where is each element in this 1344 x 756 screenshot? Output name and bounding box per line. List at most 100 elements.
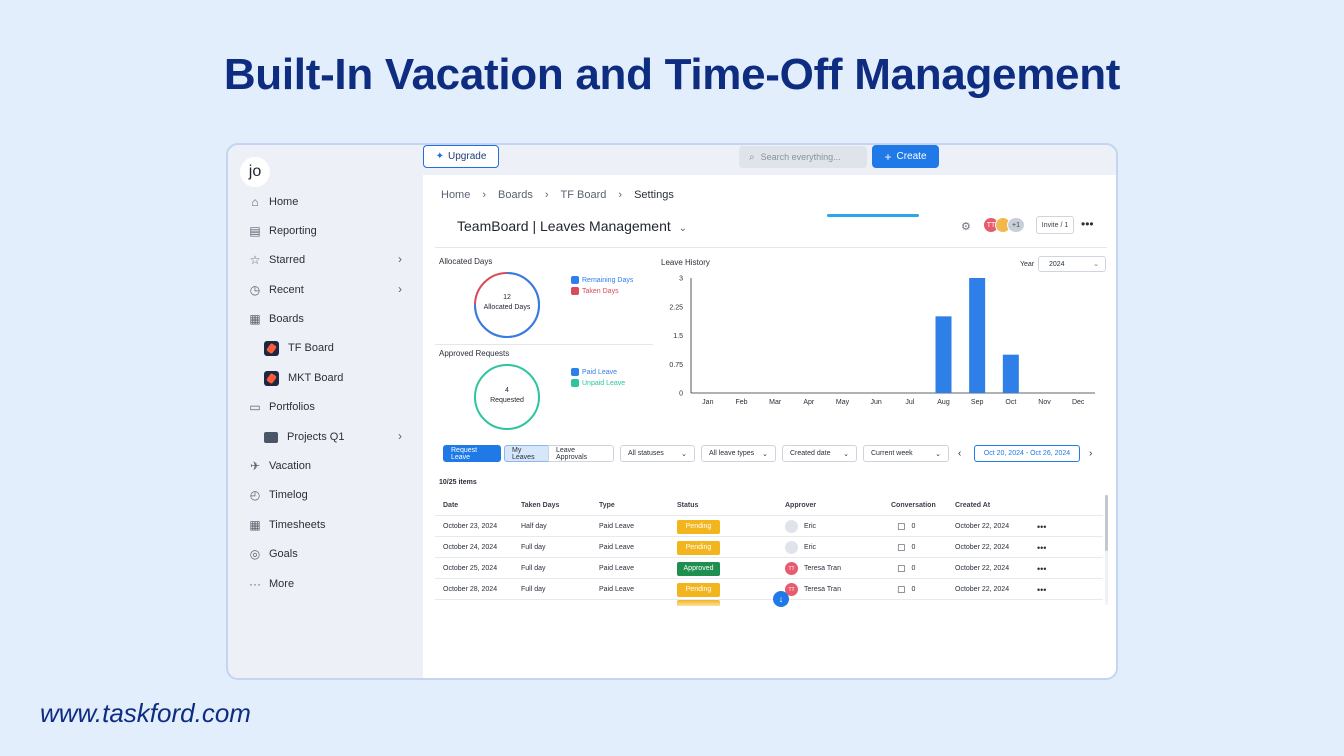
workspace-logo[interactable]: jo [240, 157, 270, 187]
status-badge[interactable]: Pending [677, 519, 720, 534]
status-cell: Pending [677, 579, 720, 600]
column-header[interactable]: Taken Days [521, 502, 560, 509]
sidebar-item-projects-q1[interactable]: Projects Q1 [264, 427, 344, 447]
approver-name: Eric [804, 544, 817, 551]
create-button[interactable]: + Create [872, 145, 939, 168]
footer-url[interactable]: www.taskford.com [40, 698, 251, 728]
chevron-down-icon: ⌄ [678, 223, 688, 234]
column-header[interactable]: Approver [785, 502, 817, 509]
rocket-icon [264, 370, 279, 386]
bar-aug[interactable] [935, 316, 952, 393]
date-cell: October 24, 2024 [443, 544, 498, 551]
conversation-cell[interactable]: ▢ 0 [897, 537, 915, 558]
legend-label: Remaining Days [582, 276, 634, 284]
breadcrumb-boards[interactable]: Boards [498, 189, 533, 201]
table-row[interactable]: October 25, 2024 Full day Paid Leave Approv… [435, 558, 1103, 579]
breadcrumb-home[interactable]: Home [441, 189, 471, 201]
star-icon: ☆ [249, 253, 261, 267]
column-header[interactable]: Created At [955, 502, 991, 509]
sidebar-item-boards[interactable]: ▦ Boards [248, 309, 304, 329]
conversation-count: 0 [911, 565, 916, 572]
chevron-right-icon: › [482, 189, 487, 201]
chevron-right-icon[interactable]: › [398, 282, 402, 296]
row-menu-icon[interactable]: ••• [1037, 521, 1047, 532]
column-header[interactable]: Status [677, 502, 699, 509]
chevron-right-icon: › [544, 189, 549, 201]
tab-leave-approvals[interactable]: Leave Approvals [548, 445, 614, 462]
comment-icon: ▢ [897, 521, 906, 531]
table-row[interactable]: October 24, 2024 Full day Paid Leave Pendin… [435, 537, 1103, 558]
sidebar-item-portfolios[interactable]: ▭ Portfolios [248, 397, 315, 417]
sidebar-item-tf-board[interactable]: TF Board [264, 338, 334, 358]
allocated-days-label: Allocated Days [483, 304, 531, 311]
top-bar: ✦ Upgrade ⌕ Search everything... + Creat… [423, 145, 1116, 175]
type-cell: Paid Leave [599, 544, 635, 551]
scrollbar-thumb[interactable] [1105, 495, 1108, 551]
breadcrumb-board[interactable]: TF Board [560, 189, 607, 201]
sidebar-item-starred[interactable]: ☆ Starred [248, 250, 305, 270]
chevron-right-icon[interactable]: › [398, 429, 402, 443]
sidebar-item-timesheets[interactable]: ▦ Timesheets [248, 515, 325, 535]
home-icon: ⌂ [251, 195, 259, 209]
column-header[interactable]: Type [599, 502, 615, 509]
status-badge[interactable]: Pending [677, 540, 720, 555]
avatar [785, 520, 798, 533]
sidebar-item-reporting[interactable]: ▤ Reporting [248, 221, 316, 241]
tab-my-leaves[interactable]: My Leaves [504, 445, 549, 462]
scroll-down-button[interactable]: ↓ [773, 591, 789, 607]
created-date-filter[interactable]: Created date ⌄ [782, 445, 857, 462]
y-tick-label: 1.5 [673, 333, 683, 340]
column-header[interactable]: Date [443, 502, 459, 509]
approver-cell: Eric [785, 537, 816, 558]
sidebar-item-timelog[interactable]: ◴ Timelog [248, 485, 308, 505]
period-filter[interactable]: Current week ⌄ [863, 445, 949, 462]
approved-requests-center: 4 Requested [473, 386, 541, 406]
member-avatars[interactable]: TT +1 [983, 217, 1025, 233]
bar-sep[interactable] [969, 278, 986, 393]
conversation-cell[interactable]: ▢ 0 [897, 558, 915, 579]
conversation-cell[interactable]: ▢ 0 [897, 516, 915, 537]
search-input[interactable]: ⌕ Search everything... [739, 146, 867, 168]
upgrade-button[interactable]: ✦ Upgrade [423, 145, 499, 168]
table-row[interactable]: October 28, 2024 Full day Paid Leave Pendin… [435, 579, 1103, 600]
conversation-cell[interactable]: ▢ 0 [897, 579, 915, 600]
approved-legend: Paid Leave Unpaid Leave [571, 368, 625, 387]
sidebar-item-mkt-board[interactable]: MKT Board [264, 368, 343, 388]
column-header[interactable]: Conversation [891, 502, 936, 509]
date-range-picker[interactable]: Oct 20, 2024 - Oct 26, 2024 [974, 445, 1080, 462]
request-leave-button[interactable]: Request Leave [443, 445, 501, 462]
more-options-icon[interactable]: ••• [1081, 217, 1094, 231]
sparkle-icon: ✦ [435, 151, 445, 162]
leave-type-filter[interactable]: All leave types ⌄ [701, 445, 776, 462]
prev-week-icon[interactable]: ‹ [958, 448, 962, 459]
status-badge[interactable]: Pending [677, 582, 720, 597]
comment-icon: ▢ [897, 563, 906, 573]
created-date-filter-label: Created date [790, 450, 831, 457]
row-menu-icon[interactable]: ••• [1037, 542, 1047, 553]
bar-oct[interactable] [1002, 354, 1019, 393]
sidebar-item-recent[interactable]: ◷ Recent [248, 280, 304, 300]
allocated-days-title: Allocated Days [439, 257, 493, 266]
row-menu-icon[interactable]: ••• [1037, 563, 1047, 574]
main-content: Home › Boards › TF Board › Settings Team… [423, 175, 1116, 678]
status-filter[interactable]: All statuses ⌄ [620, 445, 695, 462]
sidebar-item-goals[interactable]: ◎ Goals [248, 544, 298, 564]
x-tick-label: Jan [702, 399, 713, 406]
table-row[interactable]: October 23, 2024 Half day Paid Leave Pendin… [435, 516, 1103, 537]
board-title[interactable]: TeamBoard | Leaves Management ⌄ [457, 218, 687, 234]
sidebar-item-more[interactable]: ··· More [248, 574, 294, 594]
sidebar-item-home[interactable]: ⌂ Home [248, 192, 298, 212]
next-week-icon[interactable]: › [1089, 448, 1093, 459]
sidebar-item-vacation[interactable]: ✈ Vacation [248, 456, 311, 476]
conversation-count: 0 [911, 544, 916, 551]
created-at-cell: October 22, 2024 [955, 565, 1010, 572]
chart-title: Leave History [661, 258, 710, 267]
year-select[interactable]: 2024 ⌄ [1038, 256, 1106, 272]
row-menu-icon[interactable]: ••• [1037, 584, 1047, 595]
status-badge[interactable]: Approved [677, 561, 720, 576]
invite-button[interactable]: Invite / 1 [1036, 216, 1074, 234]
target-icon: ◎ [249, 547, 261, 561]
chevron-right-icon[interactable]: › [398, 252, 402, 266]
gear-icon[interactable]: ⚙ [961, 221, 971, 233]
approved-requests-title: Approved Requests [439, 349, 510, 358]
